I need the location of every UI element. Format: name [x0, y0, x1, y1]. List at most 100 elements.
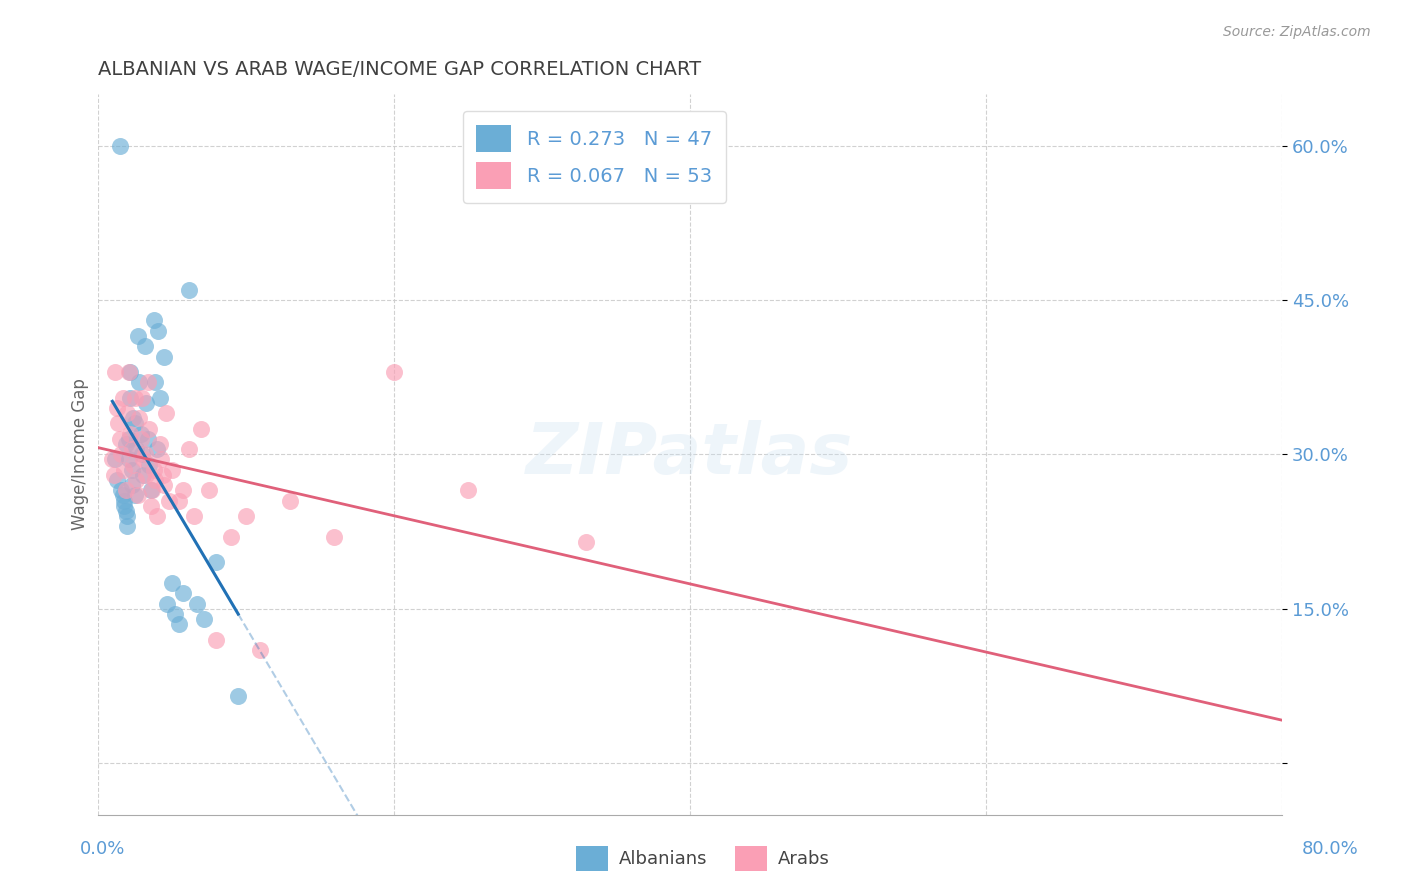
Point — [148, 324, 170, 338]
Point — [575, 534, 598, 549]
Point — [156, 597, 179, 611]
Point — [104, 452, 127, 467]
Point — [183, 509, 205, 524]
Point — [131, 447, 153, 461]
Point — [153, 478, 176, 492]
Point — [120, 426, 142, 441]
Text: Source: ZipAtlas.com: Source: ZipAtlas.com — [1223, 25, 1371, 39]
Point — [382, 365, 405, 379]
Point — [120, 365, 142, 379]
Point — [139, 483, 162, 498]
Point — [134, 447, 156, 461]
Point — [146, 509, 169, 524]
Point — [150, 452, 173, 467]
Point — [128, 376, 150, 390]
Point — [197, 483, 219, 498]
Point — [138, 421, 160, 435]
Point — [118, 452, 141, 467]
Point — [114, 504, 136, 518]
Point — [160, 576, 183, 591]
Point — [249, 643, 271, 657]
Point — [135, 467, 157, 482]
Point — [205, 632, 228, 647]
Point — [120, 391, 142, 405]
Point — [323, 530, 346, 544]
Point — [219, 530, 242, 544]
Point — [129, 432, 152, 446]
Point — [110, 483, 132, 498]
Point — [124, 488, 146, 502]
Point — [143, 376, 166, 390]
Point — [104, 365, 127, 379]
Point — [121, 442, 143, 457]
Point — [127, 329, 149, 343]
Point — [143, 473, 166, 487]
Point — [131, 391, 153, 405]
Point — [121, 463, 143, 477]
Point — [129, 426, 152, 441]
Point — [179, 283, 201, 297]
Point — [132, 452, 155, 467]
Point — [108, 138, 131, 153]
Point — [205, 555, 228, 569]
Point — [136, 432, 159, 446]
Point — [105, 401, 128, 415]
Point — [124, 417, 146, 431]
Point — [149, 437, 172, 451]
Point — [118, 365, 141, 379]
Point — [146, 442, 169, 457]
Point — [127, 488, 149, 502]
Point — [278, 493, 301, 508]
Point — [124, 391, 146, 405]
Point — [138, 458, 160, 472]
Point — [167, 493, 190, 508]
Point — [111, 488, 134, 502]
Point — [142, 313, 165, 327]
Text: 0.0%: 0.0% — [80, 840, 125, 858]
Point — [160, 463, 183, 477]
Point — [136, 376, 159, 390]
Point — [167, 617, 190, 632]
Point — [155, 406, 177, 420]
Point — [142, 463, 165, 477]
Point — [153, 350, 176, 364]
Point — [114, 437, 136, 451]
Legend: R = 0.273   N = 47, R = 0.067   N = 53: R = 0.273 N = 47, R = 0.067 N = 53 — [463, 111, 725, 203]
Point — [125, 442, 148, 457]
Point — [457, 483, 479, 498]
Text: ALBANIAN VS ARAB WAGE/INCOME GAP CORRELATION CHART: ALBANIAN VS ARAB WAGE/INCOME GAP CORRELA… — [97, 60, 700, 78]
Point — [172, 483, 194, 498]
Point — [134, 339, 156, 353]
Point — [235, 509, 257, 524]
Point — [110, 447, 132, 461]
Point — [112, 463, 135, 477]
Point — [152, 467, 174, 482]
Point — [128, 411, 150, 425]
Legend: Albanians, Arabs: Albanians, Arabs — [568, 838, 838, 879]
Point — [122, 411, 145, 425]
Point — [107, 417, 129, 431]
Point — [122, 458, 145, 472]
Point — [118, 432, 141, 446]
Point — [135, 396, 157, 410]
Point — [139, 499, 162, 513]
Point — [121, 478, 143, 492]
Point — [115, 406, 138, 420]
Point — [114, 483, 136, 498]
Point — [186, 597, 208, 611]
Point — [132, 467, 155, 482]
Point — [193, 612, 215, 626]
Point — [125, 473, 148, 487]
Point — [163, 607, 186, 621]
Point — [101, 452, 124, 467]
Text: ZIPatlas: ZIPatlas — [526, 420, 853, 489]
Y-axis label: Wage/Income Gap: Wage/Income Gap — [72, 378, 89, 530]
Point — [172, 586, 194, 600]
Point — [157, 493, 180, 508]
Point — [115, 509, 138, 524]
Point — [112, 493, 135, 508]
Point — [226, 689, 249, 703]
Point — [141, 483, 163, 498]
Point — [103, 467, 125, 482]
Point — [190, 421, 212, 435]
